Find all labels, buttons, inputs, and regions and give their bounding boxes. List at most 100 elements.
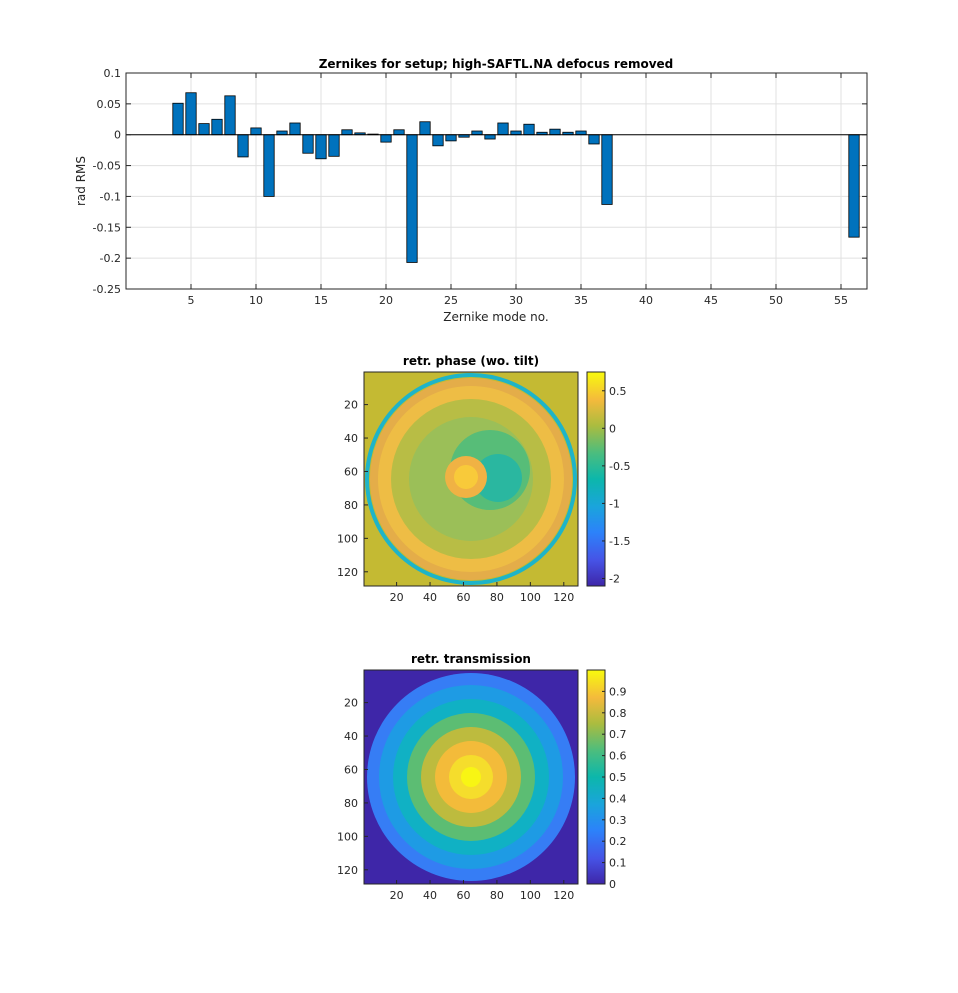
y-tick-label: 0 [114, 129, 121, 142]
y-tick-label: -0.15 [93, 221, 121, 234]
phase-rim [365, 373, 577, 585]
y-tick-label: 100 [337, 830, 358, 843]
phase-colorbar-ticks: 0.5 0 -0.5 -1 -1.5 -2 [602, 385, 630, 585]
colorbar-tick-label: 0.4 [609, 792, 627, 805]
transmission-map-title: retr. transmission [411, 652, 531, 666]
y-tick-labels: 0.1 0.05 0 -0.05 -0.1 -0.15 -0.2 -0.25 [93, 67, 867, 296]
bar-mode-4 [172, 102, 184, 136]
bar-mode-56 [848, 134, 860, 238]
transmission-colorbar-ticks: 0.9 0.8 0.7 0.6 0.5 0.4 0.3 0.2 0.1 0 [602, 685, 627, 891]
x-tick-label: 20 [390, 591, 404, 604]
y-tick-label: 20 [344, 697, 358, 710]
bar-mode-16 [328, 134, 340, 157]
x-tick-label: 25 [444, 294, 458, 307]
bar-mode-21 [393, 129, 405, 136]
x-tick-label: 100 [520, 591, 541, 604]
x-tick-label: 120 [553, 889, 574, 902]
colorbar-tick-label: 0 [609, 422, 616, 435]
x-tick-label: 80 [490, 889, 504, 902]
x-tick-label: 5 [188, 294, 195, 307]
x-tick-label: 40 [423, 591, 437, 604]
plot-area [126, 73, 867, 289]
bar-mode-23 [419, 121, 431, 136]
colorbar-tick-label: -2 [609, 572, 620, 585]
phase-map: retr. phase (wo. tilt) 20 40 60 80 100 120 20 4… [337, 354, 630, 604]
y-tick-label: 0.05 [97, 98, 122, 111]
x-tick-label: 80 [490, 591, 504, 604]
y-tick-label: 80 [344, 499, 358, 512]
y-tick-label: 40 [344, 730, 358, 743]
axes-box [125, 72, 868, 290]
x-tick-label: 15 [314, 294, 328, 307]
colorbar-tick-label: 0.5 [609, 385, 627, 398]
bar-mode-35 [575, 130, 587, 136]
colorbar-tick-label: 0.6 [609, 750, 627, 763]
colorbar-tick-label: -0.5 [609, 460, 630, 473]
chart-title: Zernikes for setup; high-SAFTL.NA defocu… [319, 57, 674, 71]
x-tick-labels: 5 10 15 20 25 30 35 40 45 50 55 [188, 73, 848, 307]
y-tick-label: 20 [344, 399, 358, 412]
colorbar-tick-label: 0.1 [609, 857, 627, 870]
x-tick-label: 100 [520, 889, 541, 902]
bar-mode-33 [549, 128, 561, 136]
colorbar-tick-label: 0.3 [609, 814, 627, 827]
colorbar-tick-label: 0.7 [609, 728, 627, 741]
phase-center-spot [454, 465, 478, 489]
bar-mode-24 [432, 134, 444, 147]
bar-mode-27 [471, 130, 483, 136]
x-tick-label: 40 [639, 294, 653, 307]
y-tick-label: 40 [344, 432, 358, 445]
y-tick-label: 0.1 [104, 67, 122, 80]
x-axis-label: Zernike mode no. [443, 310, 548, 324]
x-tick-label: 45 [704, 294, 718, 307]
colorbar-tick-label: 0.2 [609, 835, 627, 848]
colorbar-tick-label: 0.8 [609, 707, 627, 720]
colorbar-tick-label: 0 [609, 878, 616, 891]
y-tick-label: 120 [337, 566, 358, 579]
bar-mode-11 [263, 134, 275, 197]
bar-mode-7 [211, 118, 223, 136]
x-tick-label: 35 [574, 294, 588, 307]
bar-mode-29 [497, 122, 509, 136]
x-tick-label: 60 [456, 591, 470, 604]
colorbar-tick-label: -1 [609, 497, 620, 510]
x-tick-label: 55 [834, 294, 848, 307]
bar-mode-10 [250, 127, 262, 136]
bar-mode-30 [510, 130, 522, 136]
x-tick-label: 30 [509, 294, 523, 307]
colorbar-tick-label: 0.9 [609, 685, 627, 698]
y-tick-label: -0.1 [100, 190, 121, 203]
bar-mode-14 [302, 134, 314, 154]
y-axis-label: rad RMS [74, 156, 88, 206]
x-tick-label: 20 [379, 294, 393, 307]
x-tick-label: 50 [769, 294, 783, 307]
colorbar-tick-label: 0.5 [609, 771, 627, 784]
phase-ticks: 20 40 60 80 100 120 20 40 60 80 100 120 [337, 399, 574, 604]
x-tick-label: 120 [553, 591, 574, 604]
bar-mode-22 [406, 134, 418, 263]
y-tick-label: -0.05 [93, 160, 121, 173]
y-tick-label: 60 [344, 465, 358, 478]
x-tick-label: 20 [390, 889, 404, 902]
bar-mode-25 [445, 134, 457, 142]
bar-mode-15 [315, 134, 327, 160]
colorbar-tick-label: -1.5 [609, 535, 630, 548]
bar-mode-36 [588, 134, 600, 145]
y-tick-label: 100 [337, 532, 358, 545]
bar-mode-5 [185, 92, 197, 136]
bar-mode-28 [484, 134, 496, 140]
bar-mode-12 [276, 130, 288, 136]
transmission-map: retr. transmission 20 40 60 80 100 120 20 40 60 8… [337, 652, 627, 902]
zernike-bar-chart: Zernikes for setup; high-SAFTL.NA defocu… [74, 57, 868, 324]
phase-teal-lobe [474, 454, 522, 502]
y-tick-label: 60 [344, 763, 358, 776]
transmission-axes-box [363, 669, 579, 885]
bar-mode-6 [198, 123, 210, 136]
phase-colorbar [586, 371, 606, 587]
bar-mode-9 [237, 134, 249, 158]
bar-mode-31 [523, 123, 535, 136]
x-tick-label: 40 [423, 889, 437, 902]
transmission-ticks: 20 40 60 80 100 120 20 40 60 80 100 120 [337, 697, 574, 902]
bar-mode-13 [289, 122, 301, 136]
